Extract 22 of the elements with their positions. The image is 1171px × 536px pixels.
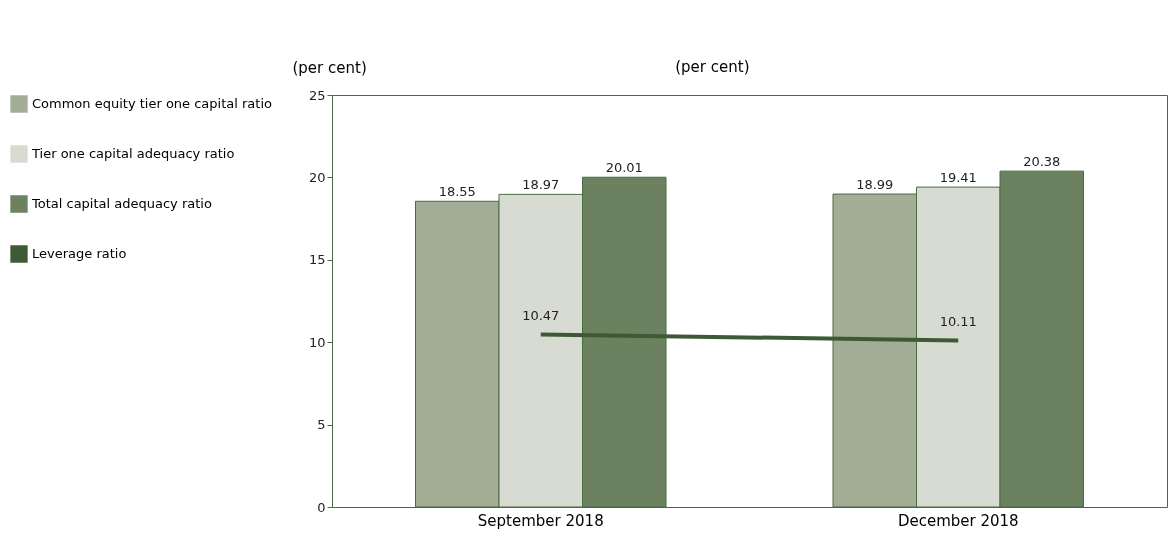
x-tick-label: December 2018 [897,511,1019,530]
legend-label: Total capital adequacy ratio [31,196,212,211]
text: (per cent) [675,58,750,76]
y-tick-label: 10 [308,334,326,350]
data-label: 20.01 [605,160,643,176]
y-tick-label: 25 [308,87,326,103]
data-label: 18.99 [856,177,894,193]
data-label: 18.55 [438,184,476,200]
legend-label: Leverage ratio [32,246,127,261]
y-tick-label: 15 [308,252,326,268]
data-label: 20.38 [1023,154,1061,170]
y-tick-label: 20 [308,169,326,185]
x-tick-label: September 2018 [477,511,604,530]
y-tick-label: 0 [317,499,326,515]
legend-label: Common equity tier one capital ratio [32,96,273,111]
data-label: 18.97 [522,177,560,193]
legend-label: Tier one capital adequacy ratio [31,146,235,161]
y-axis-title: (per cent) [292,58,367,77]
data-label: 19.41 [939,170,977,186]
data-label: 10.11 [939,314,977,330]
y-tick-label: 5 [317,417,326,433]
data-label: 10.47 [522,308,560,324]
